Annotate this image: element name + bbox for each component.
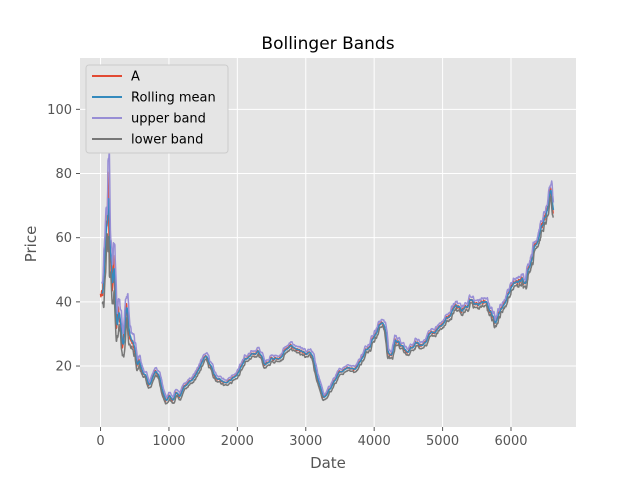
grid-lines xyxy=(80,58,576,427)
legend-label: lower band xyxy=(131,133,203,148)
series-upper-band-line xyxy=(101,151,555,398)
legend: A Rolling mean upper band lower band xyxy=(85,64,229,154)
legend-label: Rolling mean xyxy=(131,91,216,106)
y-tick-label: 40 xyxy=(55,295,72,310)
series-layer xyxy=(99,151,555,405)
axis-ticks: 0 1000 2000 3000 4000 5000 6000 20 40 60 80 100 xyxy=(47,103,527,449)
legend-box xyxy=(85,64,229,154)
legend-label: A xyxy=(131,70,140,85)
x-tick-label: 3000 xyxy=(289,434,322,449)
x-tick-label: 2000 xyxy=(221,434,254,449)
chart-title: Bollinger Bands xyxy=(261,34,394,54)
x-tick-label: 4000 xyxy=(358,434,391,449)
y-axis-label: Price xyxy=(22,226,40,263)
series-lower-band-line xyxy=(101,195,555,405)
series-rolling-mean-line xyxy=(101,189,555,402)
y-tick-label: 100 xyxy=(47,103,72,118)
y-tick-label: 80 xyxy=(55,167,72,182)
x-tick-label: 6000 xyxy=(494,434,527,449)
x-tick-label: 0 xyxy=(96,434,104,449)
x-axis-label: Date xyxy=(310,454,346,472)
legend-label: upper band xyxy=(131,112,206,127)
y-tick-label: 60 xyxy=(55,231,72,246)
y-tick-label: 20 xyxy=(55,360,72,375)
x-tick-label: 5000 xyxy=(426,434,459,449)
x-tick-label: 1000 xyxy=(152,434,185,449)
